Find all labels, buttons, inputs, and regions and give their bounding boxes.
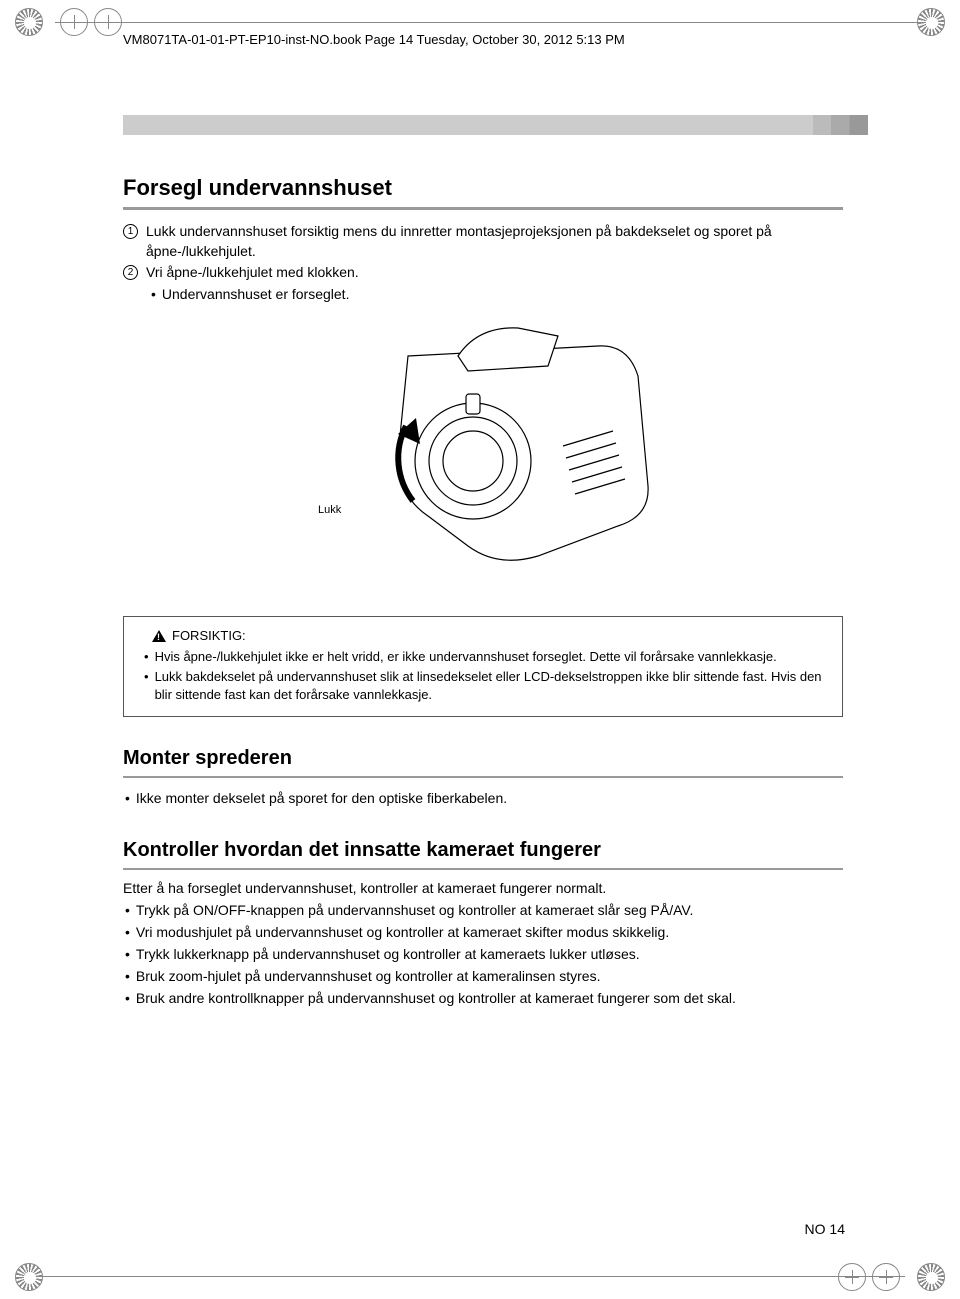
step-2-text: Vri åpne-/lukkehjulet med klokken.: [146, 263, 359, 283]
section3-rule: [123, 868, 843, 870]
step-2-number: 2: [123, 265, 138, 280]
caution-box: FORSIKTIG: •Hvis åpne-/lukkehjulet ikke …: [123, 616, 843, 717]
section3-intro: Etter å ha forseglet undervannshuset, ko…: [123, 880, 843, 896]
section3-title: Kontroller hvordan det innsatte kameraet…: [123, 839, 843, 862]
header-bar: [123, 115, 843, 135]
crop-sun-tr: [917, 8, 945, 36]
step-1-text: Lukk undervannshuset forsiktig mens du i…: [146, 222, 843, 261]
step-2-sub-text: Undervannshuset er forseglet.: [162, 285, 350, 305]
step-2: 2 Vri åpne-/lukkehjulet med klokken.: [123, 263, 843, 283]
header-filename: VM8071TA-01-01-PT-EP10-inst-NO.book Page…: [123, 32, 625, 47]
section3-item-5: •Bruk andre kontrollknapper på undervann…: [125, 988, 843, 1009]
step-2-sub: • Undervannshuset er forseglet.: [151, 285, 843, 305]
caution-item-2: •Lukk bakdekselet på undervannshuset sli…: [144, 668, 828, 704]
illustration-label: Lukk: [318, 504, 341, 516]
caution-item-1: •Hvis åpne-/lukkehjulet ikke er helt vri…: [144, 648, 828, 666]
section3-item-4: •Bruk zoom-hjulet på undervannshuset og …: [125, 966, 843, 987]
page-number: NO 14: [805, 1221, 845, 1237]
section3-item-2: •Vri modushjulet på undervannshuset og k…: [125, 922, 843, 943]
section2-title: Monter sprederen: [123, 747, 843, 770]
bottom-crop-line: [40, 1276, 905, 1277]
step-1-number: 1: [123, 224, 138, 239]
section2-rule: [123, 776, 843, 778]
section1-title: Forsegl undervannshuset: [123, 175, 843, 201]
top-crop-line: [55, 22, 920, 23]
housing-illustration: Lukk: [298, 316, 668, 596]
crop-target-br: [872, 1263, 900, 1291]
step-1: 1 Lukk undervannshuset forsiktig mens du…: [123, 222, 843, 261]
caution-label: FORSIKTIG:: [172, 627, 246, 645]
section3-item-1: •Trykk på ON/OFF-knappen på undervannshu…: [125, 900, 843, 921]
crop-sun-bl: [15, 1263, 43, 1291]
bullet-dot: •: [151, 285, 156, 305]
page-content: Forsegl undervannshuset 1 Lukk undervann…: [123, 115, 843, 1010]
crop-sun-tl: [15, 8, 43, 36]
crop-target-br2: [838, 1263, 866, 1291]
section1-rule: [123, 207, 843, 210]
crop-sun-br: [917, 1263, 945, 1291]
section2-item-1: •Ikke monter dekselet på sporet for den …: [125, 788, 843, 809]
section3-item-3: •Trykk lukkerknapp på undervannshuset og…: [125, 944, 843, 965]
warning-icon: [152, 630, 166, 642]
